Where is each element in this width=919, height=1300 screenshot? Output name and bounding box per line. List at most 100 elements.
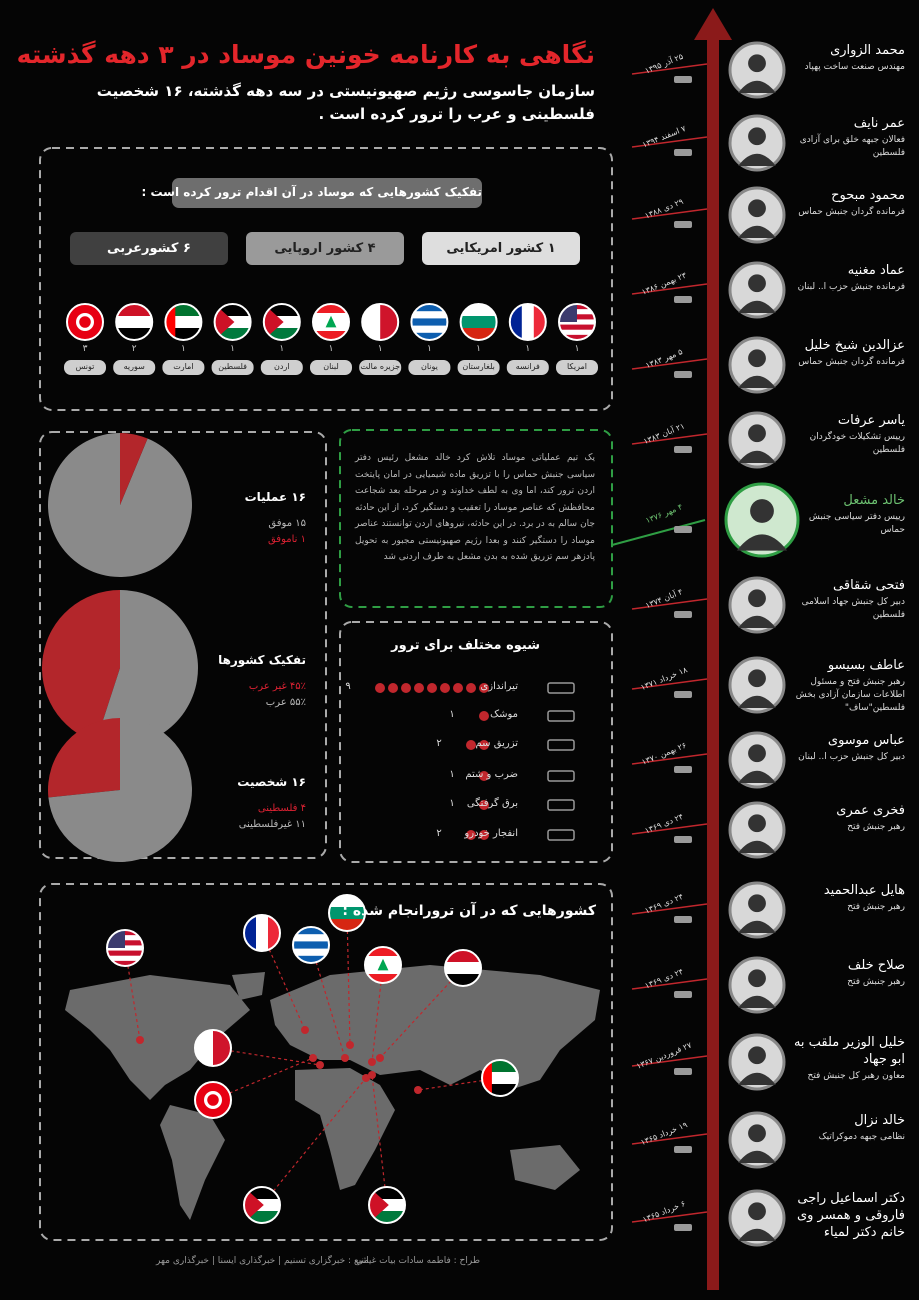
country-pill: [359, 360, 402, 375]
flag-bar: [165, 304, 176, 340]
timeline-date: ۱۸ خرداد ۱۳۷۱: [639, 665, 689, 692]
portrait-head: [748, 969, 766, 988]
timeline-connector: [631, 598, 708, 610]
group-pill: [422, 232, 580, 265]
map-dot: [301, 1026, 309, 1034]
portrait-head: [748, 199, 766, 218]
flag-stripe: [411, 304, 448, 312]
country-count: ۱: [328, 344, 334, 354]
timeline-date: ۴ مهر ۱۳۷۶: [644, 502, 684, 525]
method-dot: [466, 683, 476, 693]
flag-border: [106, 929, 144, 967]
pie-slice: [48, 718, 193, 863]
method-count: ۹: [345, 681, 351, 692]
method-label: ضرب و شتم: [465, 769, 518, 780]
country-pill: [162, 360, 205, 375]
map-connector: [346, 912, 351, 1046]
pie-slice: [120, 433, 148, 505]
flag-stripe: [293, 948, 329, 957]
flag-stripe: [293, 955, 329, 963]
map-dot: [136, 1036, 144, 1044]
person-role: رهبر جنبش فتح و مسئول اطلاعات سازمان آزا…: [795, 677, 905, 713]
designer-credit: طراح : فاطمه سادات بیات غیاثی: [356, 1256, 480, 1266]
country-count: ۳: [82, 344, 88, 354]
timeline-arrowhead: [694, 8, 732, 40]
method-icon: [547, 710, 575, 722]
country-pill: [408, 360, 451, 375]
map-title: کشورهایی که در آن ترورانجام شده :: [342, 903, 596, 919]
flag-cedar: [377, 958, 389, 971]
country-pill: [260, 360, 303, 375]
person-name: عماد مغنیه: [847, 263, 905, 278]
portrait-head: [748, 1046, 766, 1065]
flag-triangle: [263, 304, 284, 340]
timeline-date: ۴ آبان ۱۳۷۴: [644, 586, 684, 610]
timeline-connector: [631, 433, 708, 445]
method-label: تزریق سم: [475, 738, 518, 749]
country-count: ۱: [279, 344, 285, 354]
portrait-body: [738, 300, 776, 313]
method-icon: [674, 836, 692, 843]
person-name: محمد الزواری: [830, 43, 905, 58]
portrait-body: [738, 80, 776, 93]
person-role: رییس تشکیلات خودگردان فلسطین: [809, 432, 905, 455]
flag-stripe: [107, 950, 143, 957]
flag: [293, 927, 329, 963]
person-role: نظامی جبهه دموکراتیک: [818, 1132, 905, 1142]
flag-stripe: [293, 941, 329, 950]
portrait-head: [748, 669, 766, 688]
flag-border: [243, 914, 281, 952]
flag-stripe: [380, 304, 399, 340]
person-role: دبیر کل جنبش حزب ا.. لبنان: [798, 752, 905, 762]
person-name: فخری عمری: [836, 803, 905, 818]
person-name: دکتر اسماعیل راجی فاروقی و همسر وی خانم …: [796, 1191, 905, 1240]
timeline-date: ۲۴ دی ۱۳۶۹: [644, 967, 685, 991]
person-role: رهبر جنبش فتح: [847, 977, 905, 987]
flag-stripe: [559, 319, 595, 326]
portrait-body: [738, 225, 776, 238]
timeline-date: ۲۹ دی ۱۳۸۸: [644, 197, 685, 221]
timeline-connector: [631, 678, 708, 690]
countries-panel: [39, 147, 613, 411]
country-pill: [64, 360, 106, 375]
map-dot: [309, 1054, 317, 1062]
person-role: فرمانده گردان جنبش حماس: [798, 207, 905, 217]
timeline-date: ۵ مهر ۱۳۸۳: [644, 347, 684, 370]
source-credit: منبع : خبرگزاری تسنیم | خبرگذاری ایسنا |…: [156, 1256, 369, 1266]
method-icon: [674, 916, 692, 923]
method-count: ۱: [449, 798, 455, 809]
method-dot: [479, 800, 489, 810]
country-pill: [113, 360, 156, 375]
timeline-connector: [631, 903, 708, 915]
method-icon: [674, 691, 692, 698]
method-dot: [466, 830, 476, 840]
timeline-connector: [631, 208, 708, 220]
country-pill: [457, 360, 500, 375]
method-label: تیراندازی: [480, 681, 518, 692]
flag-border: [368, 1186, 406, 1224]
method-count: ۱: [449, 769, 455, 780]
method-icon: [674, 766, 692, 773]
flag-border: [164, 303, 203, 341]
map-dot: [414, 1086, 422, 1094]
method-dot: [375, 683, 385, 693]
method-dot: [414, 683, 424, 693]
portrait-body: [738, 920, 776, 933]
country-name: فرانسه: [515, 362, 540, 371]
person-name: خالد مشعل: [843, 493, 905, 508]
pie-slice-label: ۱۱ غیرفلسطینی: [238, 819, 306, 830]
timeline-date: ۶ خرداد ۱۳۶۵: [641, 1199, 686, 1224]
timeline-date: ۲۳ بهمن ۱۳۸۶: [640, 270, 688, 296]
portrait-head: [748, 1124, 766, 1143]
country-name: جزیره مالت: [360, 362, 401, 371]
country-count: ۱: [525, 344, 531, 354]
portrait-body: [738, 695, 776, 708]
group-label: ۴ کشور اروپایی: [274, 241, 376, 256]
country-count: ۱: [476, 344, 482, 354]
flag-border: [194, 1029, 232, 1067]
method-dot: [401, 683, 411, 693]
method-dot: [388, 683, 398, 693]
flag-border: [312, 303, 350, 341]
method-count: ۱: [449, 709, 455, 720]
